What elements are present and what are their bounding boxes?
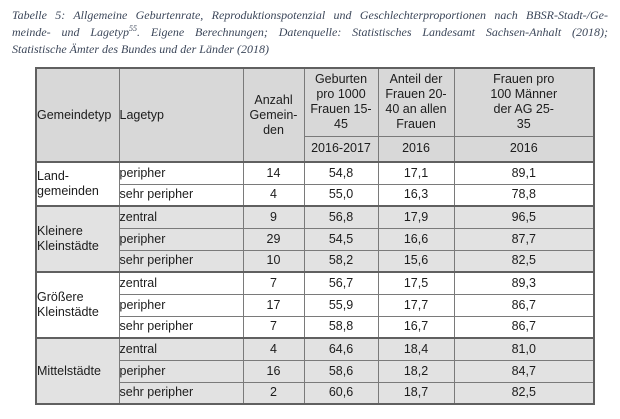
col-header-lagetyp: Lagetyp [118, 67, 244, 163]
col-header-geburten: Geburten pro 1000 Frauen 15- 45 [303, 67, 379, 137]
anteil-cell: 16,6 [377, 227, 455, 251]
table-row: sehr peripher 10 58,2 15,6 82,5 [36, 249, 595, 273]
lagetyp-cell: peripher [118, 359, 244, 383]
table-row: Mittelstädte zentral 4 64,6 18,4 81,0 [35, 337, 595, 405]
gemeindetyp-cell: Mittelstädte [35, 337, 120, 405]
anteil-cell: 18,2 [377, 359, 455, 383]
table-row: Größere Kleinstädte zentral 7 56,7 17,5 … [35, 271, 595, 339]
gemeindetyp-cell: Land- gemeinden [35, 161, 120, 207]
lagetyp-cell: peripher [118, 227, 244, 251]
table-row: peripher 16 58,6 18,2 84,7 [36, 359, 595, 383]
col-header-gemeindetyp: Gemeindetyp [35, 67, 120, 163]
anzahl-cell: 2 [242, 381, 305, 405]
table-row: peripher 17 55,9 17,7 86,7 [36, 293, 595, 317]
lagetyp-cell: sehr peripher [118, 381, 244, 405]
anteil-cell: 17,9 [377, 205, 455, 229]
table-row: Land- gemeinden peripher 14 54,8 17,1 89… [35, 161, 595, 207]
year-row: 2016-2017 2016 2016 [36, 135, 595, 163]
geburten-cell: 55,0 [303, 183, 379, 207]
footnote-ref: 55 [129, 24, 137, 33]
lagetyp-cell: peripher [118, 161, 244, 185]
anteil-cell: 17,5 [377, 271, 455, 295]
anzahl-cell: 10 [242, 249, 305, 273]
anzahl-cell: 4 [242, 337, 305, 361]
geburten-cell: 54,5 [303, 227, 379, 251]
anzahl-cell: 7 [242, 271, 305, 295]
caption-line-2-text: meinde- und Lagetyp [12, 25, 129, 39]
frauen-cell: 82,5 [453, 381, 595, 405]
year-cell-anteil: 2016 [377, 135, 455, 163]
anteil-cell: 18,7 [377, 381, 455, 405]
geburten-cell: 54,8 [303, 161, 379, 185]
anteil-cell: 17,1 [377, 161, 455, 185]
gemeindetyp-cell: Kleinere Kleinstädte [35, 205, 120, 273]
frauen-cell: 86,7 [453, 315, 595, 339]
gemeindetyp-cell: Größere Kleinstädte [35, 271, 120, 339]
anteil-cell: 16,3 [377, 183, 455, 207]
geburten-cell: 58,6 [303, 359, 379, 383]
anteil-cell: 16,7 [377, 315, 455, 339]
table-row: sehr peripher 2 60,6 18,7 82,5 [36, 381, 595, 405]
anzahl-cell: 16 [242, 359, 305, 383]
anteil-cell: 15,6 [377, 249, 455, 273]
table-row: peripher 29 54,5 16,6 87,7 [36, 227, 595, 251]
lagetyp-cell: zentral [118, 205, 244, 229]
geburten-cell: 64,6 [303, 337, 379, 361]
caption-line-1: Tabelle 5: Allgemeine Geburtenrate, Repr… [12, 8, 608, 22]
col-header-anteil: Anteil der Frauen 20- 40 an allen Frauen [377, 67, 455, 137]
table-row: sehr peripher 4 55,0 16,3 78,8 [36, 183, 595, 207]
frauen-cell: 89,3 [453, 271, 595, 295]
data-table: Gemeindetyp Lagetyp Anzahl Gemein- den G… [35, 67, 595, 405]
lagetyp-cell: sehr peripher [118, 183, 244, 207]
lagetyp-cell: sehr peripher [118, 315, 244, 339]
caption-line-2: meinde- und Lagetyp55. Eigene Berechnung… [12, 24, 608, 41]
frauen-cell: 89,1 [453, 161, 595, 185]
lagetyp-cell: sehr peripher [118, 249, 244, 273]
geburten-cell: 56,8 [303, 205, 379, 229]
anzahl-cell: 14 [242, 161, 305, 185]
table-row: sehr peripher 7 58,8 16,7 86,7 [36, 315, 595, 339]
frauen-cell: 86,7 [453, 293, 595, 317]
geburten-cell: 60,6 [303, 381, 379, 405]
lagetyp-cell: zentral [118, 271, 244, 295]
lagetyp-cell: peripher [118, 293, 244, 317]
year-cell-geburten: 2016-2017 [303, 135, 379, 163]
geburten-cell: 55,9 [303, 293, 379, 317]
geburten-cell: 56,7 [303, 271, 379, 295]
frauen-cell: 81,0 [453, 337, 595, 361]
frauen-cell: 84,7 [453, 359, 595, 383]
year-cell-frauen: 2016 [453, 135, 595, 163]
anzahl-cell: 7 [242, 315, 305, 339]
anzahl-cell: 9 [242, 205, 305, 229]
geburten-cell: 58,2 [303, 249, 379, 273]
anteil-cell: 18,4 [377, 337, 455, 361]
frauen-cell: 96,5 [453, 205, 595, 229]
anzahl-cell: 17 [242, 293, 305, 317]
col-header-anzahl: Anzahl Gemein- den [242, 67, 305, 163]
caption-line-2-rest: . Eigene Berechnungen; Datenquelle: Stat… [137, 25, 608, 39]
table-caption: Tabelle 5: Allgemeine Geburtenrate, Repr… [12, 7, 608, 58]
anzahl-cell: 29 [242, 227, 305, 251]
anteil-cell: 17,7 [377, 293, 455, 317]
frauen-cell: 78,8 [453, 183, 595, 207]
col-header-frauen: Frauen pro 100 Männer der AG 25- 35 [453, 67, 595, 137]
header-row: Gemeindetyp Lagetyp Anzahl Gemein- den G… [35, 67, 595, 163]
lagetyp-cell: zentral [118, 337, 244, 361]
caption-line-3: Statistische Ämter des Bundes und der Lä… [12, 42, 269, 56]
frauen-cell: 87,7 [453, 227, 595, 251]
anzahl-cell: 4 [242, 183, 305, 207]
table-row: Kleinere Kleinstädte zentral 9 56,8 17,9… [35, 205, 595, 273]
frauen-cell: 82,5 [453, 249, 595, 273]
geburten-cell: 58,8 [303, 315, 379, 339]
